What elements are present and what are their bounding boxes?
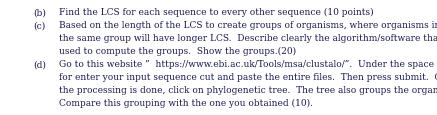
Text: (c): (c)	[33, 21, 45, 30]
Text: Based on the length of the LCS to create groups of organisms, where organisms in: Based on the length of the LCS to create…	[59, 21, 437, 30]
Text: Go to this website ”  https://www.ebi.ac.uk/Tools/msa/clustalo/”.  Under the spa: Go to this website ” https://www.ebi.ac.…	[59, 60, 434, 69]
Text: Compare this grouping with the one you obtained (10).: Compare this grouping with the one you o…	[59, 98, 313, 107]
Text: the same group will have longer LCS.  Describe clearly the algorithm/software th: the same group will have longer LCS. Des…	[59, 34, 437, 43]
Text: used to compute the groups.  Show the groups.(20): used to compute the groups. Show the gro…	[59, 47, 296, 56]
Text: Find the LCS for each sequence to every other sequence (10 points): Find the LCS for each sequence to every …	[59, 8, 374, 17]
Text: the processing is done, click on phylogenetic tree.  The tree also groups the or: the processing is done, click on phyloge…	[59, 85, 437, 94]
Text: (d): (d)	[33, 60, 45, 69]
Text: for enter your input sequence cut and paste the entire files.  Then press submit: for enter your input sequence cut and pa…	[59, 72, 437, 81]
Text: (b): (b)	[33, 8, 45, 17]
